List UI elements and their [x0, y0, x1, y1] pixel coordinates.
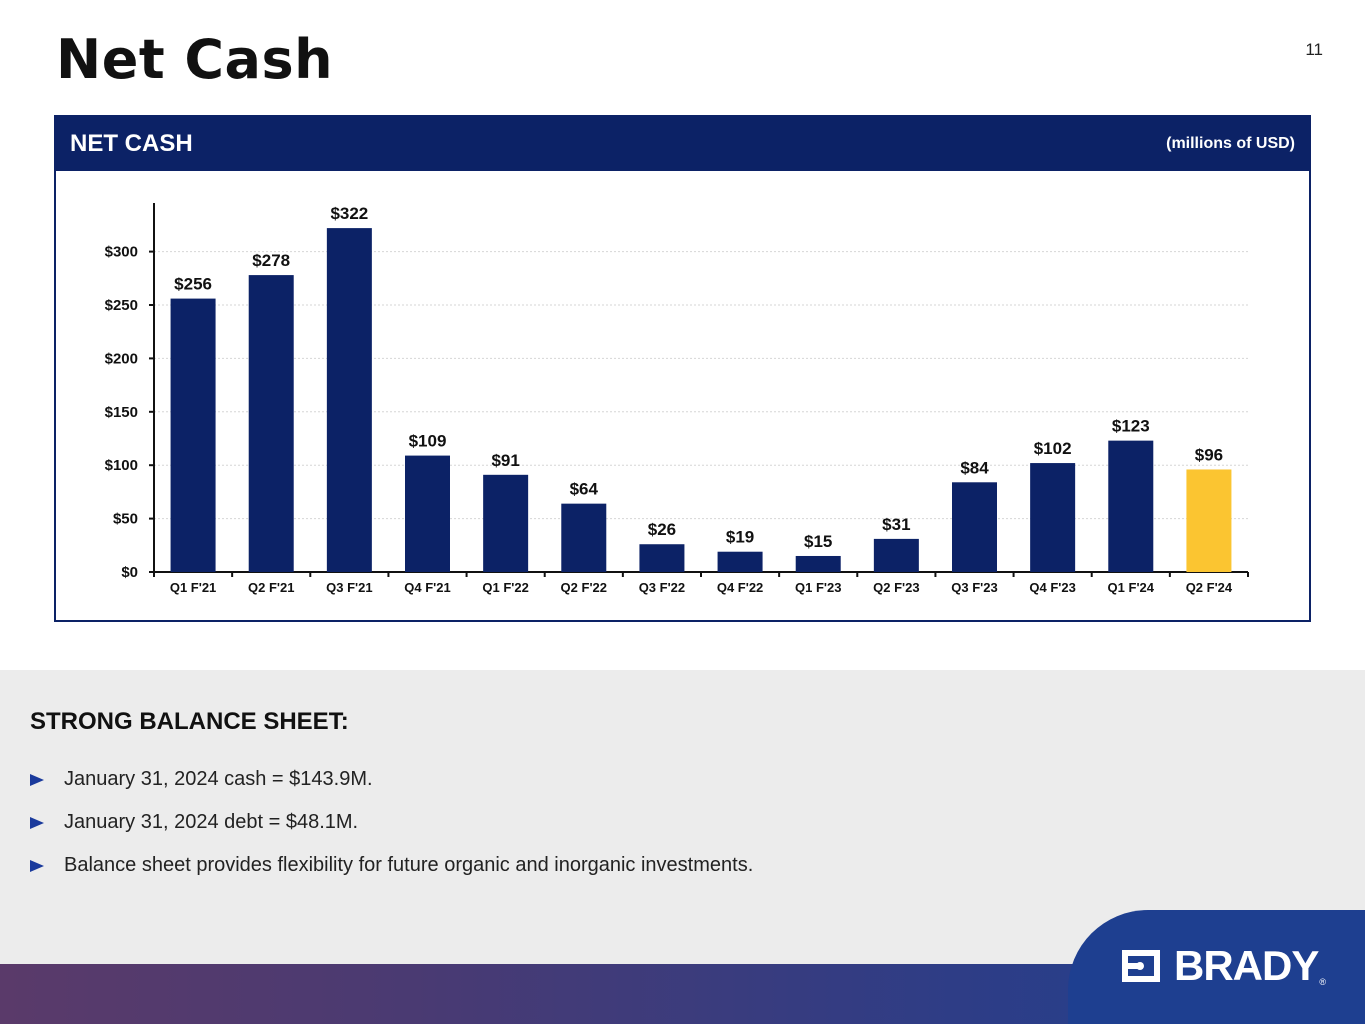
bar	[326, 228, 372, 572]
net-cash-bar-chart: $0 $50 $100 $150 $200 $250 $300 $256 Q1 F'21 $278…	[105, 203, 1249, 595]
bullet-list: January 31, 2024 cash = $143.9M. January…	[30, 758, 753, 887]
chart-title: NET CASH	[70, 130, 193, 157]
y-tick-label: $150	[105, 404, 138, 421]
logo-tab	[1068, 910, 1365, 1024]
bar	[405, 455, 450, 572]
data-label: $64	[570, 480, 599, 499]
x-tick-label: Q2 F'24	[1186, 580, 1233, 595]
chart-units: (millions of USD)	[1166, 135, 1295, 152]
x-tick-label: Q2 F'22	[561, 580, 607, 595]
x-tick-label: Q1 F'21	[170, 580, 216, 595]
data-label: $91	[491, 451, 519, 470]
slide-title: Net Cash	[56, 28, 334, 91]
data-label: $31	[882, 515, 910, 534]
data-label: $102	[1034, 439, 1072, 458]
bar	[248, 275, 294, 572]
x-tick-label: Q3 F'21	[326, 580, 372, 595]
section-heading: STRONG BALANCE SHEET:	[30, 708, 349, 735]
y-tick-label: $50	[113, 511, 138, 528]
bullet-arrow-icon	[30, 859, 44, 872]
bar	[1030, 463, 1076, 572]
y-tick-label: $250	[105, 297, 138, 314]
y-tick-label: $300	[105, 244, 138, 261]
x-tick-label: Q4 F'22	[717, 580, 763, 595]
y-tick-label: $100	[105, 457, 138, 474]
x-tick-label: Q1 F'24	[1108, 580, 1155, 595]
bar	[795, 555, 841, 572]
x-tick-label: Q1 F'23	[795, 580, 841, 595]
brady-logo-icon	[1122, 950, 1160, 982]
bar	[170, 298, 216, 572]
bar	[873, 538, 919, 572]
x-tick-label: Q2 F'21	[248, 580, 294, 595]
data-label: $256	[174, 275, 212, 294]
bar	[717, 551, 763, 572]
x-tick-label: Q2 F'23	[873, 580, 919, 595]
data-label: $15	[804, 532, 832, 551]
data-label: $19	[726, 528, 754, 547]
registered-mark: ®	[1319, 977, 1326, 987]
data-label: $278	[252, 251, 290, 270]
x-tick-label: Q4 F'23	[1029, 580, 1075, 595]
chart-panel-header: NET CASH (millions of USD)	[56, 117, 1309, 171]
data-label: $84	[960, 458, 989, 477]
bullet-item: January 31, 2024 debt = $48.1M.	[30, 801, 753, 844]
bar	[561, 503, 607, 572]
x-tick-label: Q3 F'22	[639, 580, 685, 595]
brand-text: BRADY	[1174, 942, 1319, 989]
bullet-arrow-icon	[30, 773, 44, 786]
bar	[1108, 440, 1154, 572]
bullet-item: January 31, 2024 cash = $143.9M.	[30, 758, 753, 801]
brand-logo: BRADY ®	[1118, 945, 1326, 987]
data-label: $322	[330, 204, 368, 223]
bar	[483, 474, 529, 572]
x-tick-label: Q3 F'23	[951, 580, 997, 595]
data-label: $109	[409, 432, 447, 451]
page-number: 11	[1305, 40, 1323, 59]
data-label: $26	[648, 520, 676, 539]
data-label: $96	[1195, 445, 1223, 464]
x-tick-label: Q4 F'21	[404, 580, 450, 595]
y-tick-label: $200	[105, 350, 138, 367]
y-tick-label: $0	[121, 564, 138, 581]
data-label: $123	[1112, 417, 1150, 436]
bullet-item: Balance sheet provides flexibility for f…	[30, 844, 753, 887]
bullet-text: January 31, 2024 cash = $143.9M.	[64, 768, 373, 790]
bar	[1186, 469, 1232, 572]
bar	[639, 544, 685, 572]
bullet-text: January 31, 2024 debt = $48.1M.	[64, 811, 359, 833]
bullet-text: Balance sheet provides flexibility for f…	[64, 854, 754, 876]
net-cash-chart-panel: NET CASH (millions of USD) $0 $50 $100 $150…	[54, 115, 1311, 622]
bar	[952, 482, 997, 572]
x-tick-label: Q1 F'22	[482, 580, 528, 595]
bullet-arrow-icon	[30, 816, 44, 829]
